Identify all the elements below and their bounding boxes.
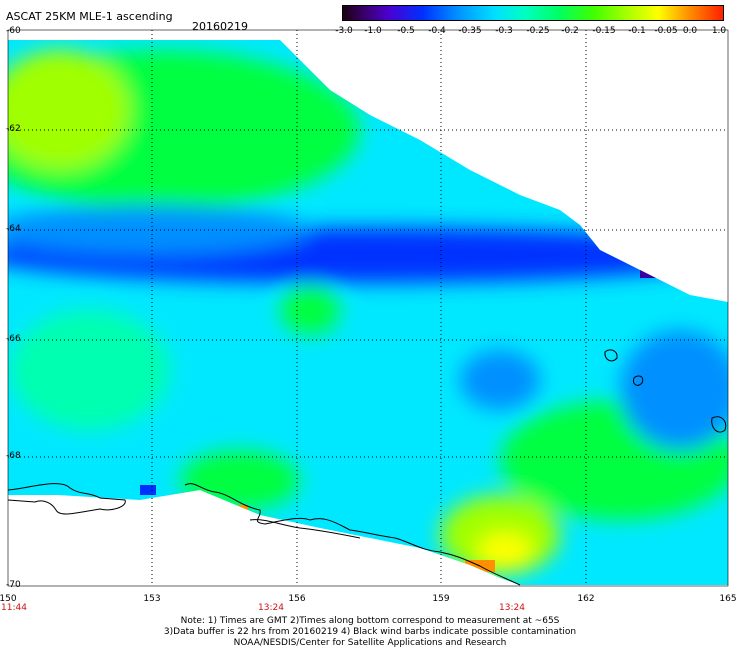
legend-tick: 1.0 xyxy=(711,26,727,36)
field-patch xyxy=(280,285,340,335)
lon-label: 150 xyxy=(0,594,17,604)
wind-swath xyxy=(8,40,728,585)
legend-tick: -0.2 xyxy=(561,26,579,36)
lon-label: 156 xyxy=(288,594,306,604)
map-title: ASCAT 25KM MLE-1 ascending xyxy=(6,10,173,23)
legend-tick: -0.1 xyxy=(628,26,646,36)
lon-label: 165 xyxy=(719,594,737,604)
field-patch xyxy=(8,205,310,255)
legend-tick: -0.25 xyxy=(526,26,550,36)
field-patch xyxy=(10,310,170,430)
field-patch xyxy=(460,350,540,410)
lon-label: 162 xyxy=(577,594,595,604)
coastline xyxy=(7,349,727,586)
lat-label: -70 xyxy=(6,580,21,590)
time-label: 13:24 xyxy=(499,603,525,613)
footer-note-1: Note: 1) Times are GMT 2)Times along bot… xyxy=(180,616,560,626)
field-patch xyxy=(180,450,300,510)
plot-frame xyxy=(7,29,729,587)
time-label: 11:44 xyxy=(1,603,27,613)
purple-cell xyxy=(285,528,295,537)
legend-tick: 0.0 xyxy=(682,26,698,36)
lat-label: -64 xyxy=(6,224,21,234)
graticule xyxy=(8,30,728,585)
lat-label: -66 xyxy=(6,334,21,344)
color-scale-bar xyxy=(342,5,724,21)
legend-tick: -3.0 xyxy=(335,26,353,36)
time-label: 13:24 xyxy=(258,603,284,613)
field-patch xyxy=(8,50,130,170)
legend-tick: -0.3 xyxy=(495,26,513,36)
legend-tick: -0.4 xyxy=(428,26,446,36)
lat-label: -60 xyxy=(6,26,21,36)
legend-tick: -1.0 xyxy=(364,26,382,36)
orange-cell xyxy=(238,505,248,514)
legend-tick: -0.5 xyxy=(397,26,415,36)
deep-blue-cell xyxy=(140,485,156,495)
legend-tick: -0.05 xyxy=(654,26,678,36)
footer-credit: NOAA/NESDIS/Center for Satellite Applica… xyxy=(233,638,507,648)
field-patch xyxy=(620,330,728,450)
legend-tick: -0.15 xyxy=(592,26,616,36)
lat-label: -68 xyxy=(6,451,21,461)
field-patch xyxy=(477,532,533,568)
lon-label: 159 xyxy=(432,594,450,604)
legend-tick: -0.35 xyxy=(458,26,482,36)
footer-note-2: 3)Data buffer is 22 hrs from 20160219 4)… xyxy=(163,627,577,637)
lat-label: -62 xyxy=(6,124,21,134)
lon-label: 153 xyxy=(143,594,161,604)
purple-cell xyxy=(640,270,656,278)
